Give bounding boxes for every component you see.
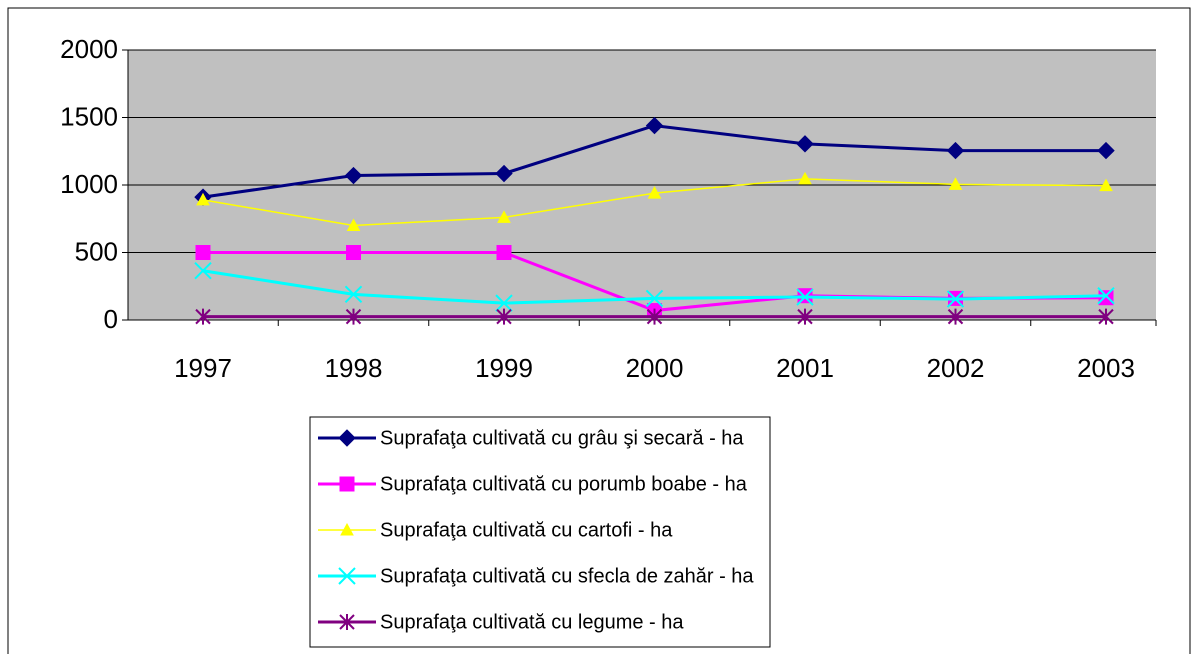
legend-marker (340, 522, 354, 536)
data-point (344, 285, 363, 304)
data-point (946, 141, 965, 160)
data-point (344, 166, 363, 185)
data-point (947, 308, 964, 325)
legend-label: Suprafaţa cultivată cu cartofi - ha (380, 519, 673, 541)
legend-label: Suprafaţa cultivată cu grâu şi secară - … (380, 427, 744, 449)
legend-label: Suprafaţa cultivată cu legume - ha (380, 611, 684, 633)
data-point (196, 192, 210, 206)
x-tick-label: 2000 (626, 353, 684, 383)
chart-border (7, 7, 1191, 654)
data-point (1098, 290, 1114, 306)
legend-marker (339, 476, 355, 492)
data-point (496, 245, 512, 260)
data-point (1097, 286, 1115, 305)
data-point (647, 186, 662, 199)
legend-box (309, 416, 771, 648)
legend-label: Suprafaţa cultivată cu sfecla de zahăr -… (380, 565, 754, 587)
data-point (1099, 178, 1113, 192)
x-tick-label: 2001 (776, 353, 834, 383)
data-point (346, 218, 361, 231)
legend-marker (338, 567, 356, 585)
data-point (346, 245, 361, 260)
data-point (1097, 141, 1115, 160)
x-tick-label: 1999 (475, 353, 533, 383)
x-tick-label: 2002 (927, 353, 985, 383)
data-point (195, 308, 211, 325)
data-point (495, 164, 513, 183)
x-tick-label: 1997 (174, 353, 232, 383)
x-tick-label: 1998 (325, 353, 383, 383)
legend-marker (339, 614, 355, 630)
data-point (1098, 308, 1114, 325)
data-point (496, 308, 512, 325)
data-point (345, 308, 362, 325)
data-point (645, 116, 664, 135)
data-point (946, 290, 965, 308)
y-tick-label: 1000 (60, 169, 118, 199)
y-tick-label: 0 (104, 304, 118, 334)
data-point (797, 308, 813, 325)
data-point (796, 288, 814, 306)
y-tick-label: 2000 (60, 34, 118, 64)
data-point (497, 210, 511, 223)
y-tick-label: 500 (75, 236, 118, 266)
data-point (495, 294, 513, 312)
data-point (796, 135, 814, 153)
legend-label: Suprafaţa cultivată cu porumb boabe - ha (380, 473, 748, 495)
legend-marker (338, 429, 356, 447)
data-point (645, 289, 664, 308)
y-tick-label: 1500 (60, 101, 118, 131)
x-tick-label: 2003 (1077, 353, 1135, 383)
data-point (646, 308, 663, 325)
data-point (798, 171, 812, 185)
data-point (948, 177, 963, 190)
data-point (195, 245, 211, 260)
data-point (194, 262, 212, 280)
